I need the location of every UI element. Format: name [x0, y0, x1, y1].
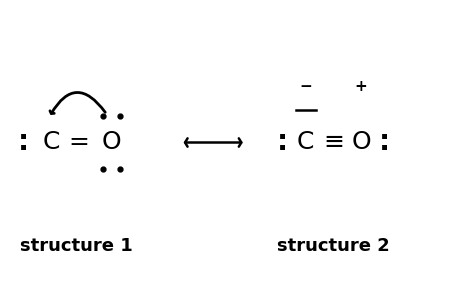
Text: O: O — [351, 131, 371, 154]
Text: :: : — [18, 129, 29, 156]
Text: :: : — [277, 129, 288, 156]
Text: structure 2: structure 2 — [277, 237, 390, 255]
Text: O: O — [102, 131, 121, 154]
Text: structure 1: structure 1 — [21, 237, 133, 255]
Text: =: = — [69, 131, 89, 154]
Text: C: C — [43, 131, 60, 154]
Text: −: − — [300, 79, 312, 94]
Text: ≡: ≡ — [323, 131, 344, 154]
Text: C: C — [297, 131, 314, 154]
Text: +: + — [355, 79, 367, 94]
Text: :: : — [379, 129, 390, 156]
